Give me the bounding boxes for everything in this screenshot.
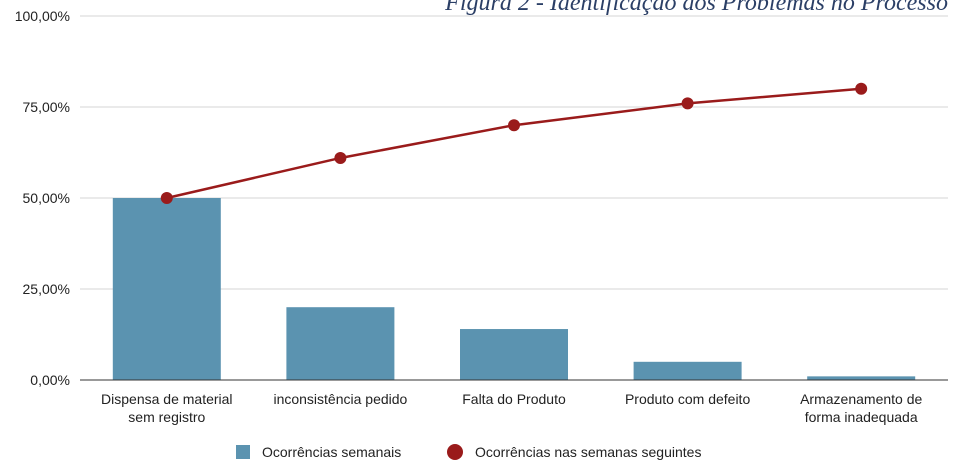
line-point bbox=[334, 151, 347, 164]
series-line bbox=[166, 87, 862, 200]
x-category-label: Dispensa de material sem registro bbox=[101, 391, 233, 425]
bar-series bbox=[112, 198, 916, 380]
x-category-label: inconsistência pedido bbox=[273, 391, 407, 407]
figure-title: Figura 2 - Identificação dos Problemas n… bbox=[444, 0, 948, 16]
x-category-label: Produto com defeito bbox=[625, 391, 751, 407]
legend-swatch-bar bbox=[236, 445, 250, 459]
bar bbox=[807, 376, 916, 380]
bar bbox=[286, 307, 395, 380]
line-point bbox=[160, 192, 173, 204]
line-point bbox=[681, 97, 694, 110]
x-category-label: Armazenamento de forma inadequada bbox=[800, 391, 922, 425]
bar bbox=[633, 361, 742, 380]
legend: Ocorrências semanais Ocorrências nas sema… bbox=[236, 444, 701, 460]
y-tick-label: 50,00% bbox=[23, 190, 70, 206]
legend-swatch-line bbox=[447, 444, 463, 460]
legend-label-bar: Ocorrências semanais bbox=[262, 444, 401, 460]
bar bbox=[460, 329, 568, 380]
line-point bbox=[855, 82, 868, 95]
y-tick-label: 100,00% bbox=[15, 8, 70, 24]
line-point bbox=[508, 119, 520, 132]
legend-label-line: Ocorrências nas semanas seguintes bbox=[475, 444, 701, 460]
gridlines bbox=[80, 15, 948, 290]
y-tick-label: 75,00% bbox=[23, 99, 70, 115]
y-axis-ticks: 0,00% 25,00% 50,00% 75,00% 100,00% bbox=[15, 8, 70, 388]
y-tick-label: 0,00% bbox=[30, 372, 70, 388]
bar bbox=[112, 198, 221, 380]
x-axis-categories: Dispensa de material sem registro inconsis… bbox=[101, 391, 922, 425]
y-tick-label: 25,00% bbox=[23, 281, 70, 297]
x-category-label: Falta do Produto bbox=[462, 391, 566, 407]
line-series bbox=[160, 82, 868, 204]
